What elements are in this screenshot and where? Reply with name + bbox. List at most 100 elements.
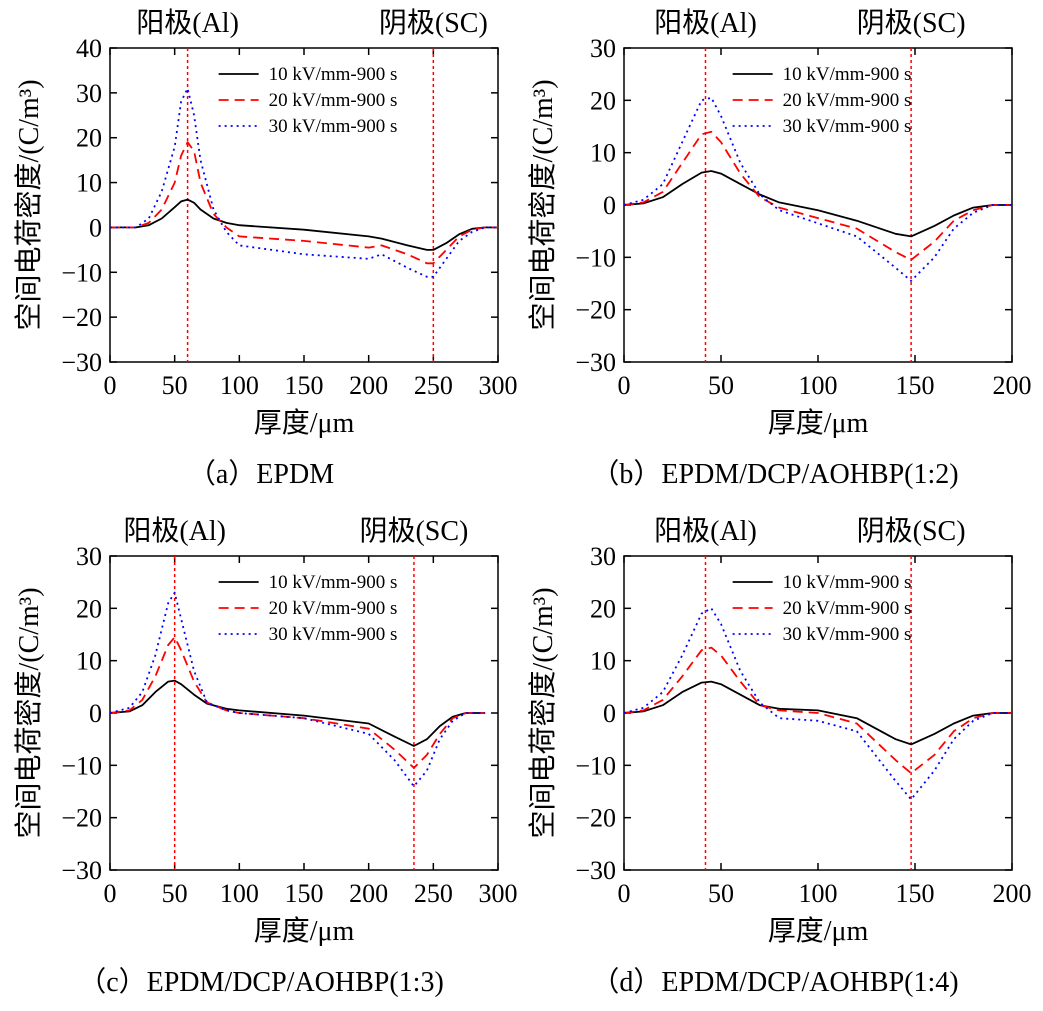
chart-panel-b: −30 −20 −10 0 10 20 30 0 50 100 150 200 阳极(Al) 阴极(SC)… xyxy=(514,0,1036,503)
y-tick-label: 0 xyxy=(89,213,102,242)
cathode-label: 阴极(SC) xyxy=(379,7,488,39)
y-tick-label: −20 xyxy=(575,804,616,833)
cathode-label: 阴极(SC) xyxy=(857,515,966,547)
x-tick-label: 100 xyxy=(220,371,259,400)
x-tick-label: 100 xyxy=(799,371,838,400)
cathode-label: 阴极(SC) xyxy=(857,7,966,39)
x-tick-label: 200 xyxy=(993,879,1032,908)
legend-label-3: 30 kV/mm-900 s xyxy=(783,624,912,645)
chart-d-svg: −30 −20 −10 0 10 20 30 0 50 100 150 200 阳极(Al) 阴极(SC)… xyxy=(527,515,1032,947)
x-tick-label: 0 xyxy=(618,879,631,908)
series-line-1 xyxy=(109,679,486,747)
legend-label-2: 20 kV/mm-900 s xyxy=(783,90,912,111)
y-tick-label: −20 xyxy=(575,296,616,325)
chart-panel-a: −30 −20 −10 0 10 20 30 40 0 50 100 150 200 250 300 阳极(A… xyxy=(0,0,522,503)
y-axis-label: 空间电荷密度/(C/m³) xyxy=(527,587,559,838)
x-tick-label: 200 xyxy=(993,371,1032,400)
y-tick-label: −10 xyxy=(61,751,102,780)
series-line-1 xyxy=(623,170,1012,238)
chart-b-svg: −30 −20 −10 0 10 20 30 0 50 100 150 200 阳极(Al) 阴极(SC)… xyxy=(527,7,1032,439)
legend-label-1: 10 kV/mm-900 s xyxy=(269,64,398,85)
y-tick-label: 20 xyxy=(76,124,102,153)
series-line-1 xyxy=(110,198,498,251)
y-tick-label: 0 xyxy=(89,699,102,728)
y-tick-label: 20 xyxy=(590,594,616,623)
series-line-1 xyxy=(623,680,1012,746)
y-tick-label: −30 xyxy=(61,348,102,377)
y-tick-label: 0 xyxy=(603,699,616,728)
y-tick-label: −10 xyxy=(575,243,616,272)
y-tick-label: −30 xyxy=(575,348,616,377)
x-tick-label: 150 xyxy=(285,879,324,908)
x-tick-label: 150 xyxy=(896,371,935,400)
x-axis-label: 厚度/μm xyxy=(768,407,869,439)
series-line-3 xyxy=(623,96,1012,282)
y-tick-label: 30 xyxy=(76,542,102,571)
anode-label: 阳极(Al) xyxy=(123,515,226,547)
y-tick-label: 10 xyxy=(590,647,616,676)
x-tick-label: 200 xyxy=(349,371,388,400)
y-tick-label: 10 xyxy=(76,647,102,676)
chart-c-caption: （c）EPDM/DCP/AOHBP(1:3) xyxy=(78,967,444,998)
x-tick-label: 50 xyxy=(162,879,188,908)
x-tick-label: 50 xyxy=(708,371,734,400)
x-tick-label: 300 xyxy=(479,879,518,908)
anode-label: 阳极(Al) xyxy=(136,7,239,39)
y-tick-label: 20 xyxy=(590,86,616,115)
x-tick-label: 100 xyxy=(220,879,259,908)
y-tick-label: −10 xyxy=(61,258,102,287)
chart-d-caption: （d）EPDM/DCP/AOHBP(1:4) xyxy=(591,967,959,998)
y-tick-label: −20 xyxy=(61,303,102,332)
legend-label-2: 20 kV/mm-900 s xyxy=(269,90,398,111)
legend-label-2: 20 kV/mm-900 s xyxy=(269,598,398,619)
y-axis-label: 空间电荷密度/(C/m³) xyxy=(13,79,45,330)
series-line-3 xyxy=(109,591,486,788)
y-axis-label: 空间电荷密度/(C/m³) xyxy=(13,587,45,838)
chart-panel-c: −30 −20 −10 0 10 20 30 0 50 100 150 200 250 300 阳极(Al)… xyxy=(0,508,522,1011)
x-tick-label: 50 xyxy=(162,371,188,400)
legend-label-2: 20 kV/mm-900 s xyxy=(783,598,912,619)
anode-label: 阳极(Al) xyxy=(654,515,757,547)
y-tick-label: −20 xyxy=(61,804,102,833)
x-tick-label: 50 xyxy=(708,879,734,908)
x-axis-label: 厚度/μm xyxy=(254,407,355,439)
y-tick-label: 30 xyxy=(590,542,616,571)
x-tick-label: 200 xyxy=(349,879,388,908)
chart-a-svg: −30 −20 −10 0 10 20 30 40 0 50 100 150 200 250 300 阳极(A… xyxy=(13,7,518,439)
legend-label-1: 10 kV/mm-900 s xyxy=(783,64,912,85)
legend-label-1: 10 kV/mm-900 s xyxy=(269,572,398,593)
legend-label-1: 10 kV/mm-900 s xyxy=(783,572,912,593)
y-tick-label: −30 xyxy=(575,856,616,885)
y-tick-label: 40 xyxy=(76,34,102,63)
x-tick-label: 150 xyxy=(896,879,935,908)
series-line-2 xyxy=(623,646,1012,775)
x-tick-label: 250 xyxy=(414,371,453,400)
y-tick-label: −30 xyxy=(61,856,102,885)
chart-panel-d: −30 −20 −10 0 10 20 30 0 50 100 150 200 阳极(Al) 阴极(SC)… xyxy=(514,508,1036,1011)
x-tick-label: 100 xyxy=(799,879,838,908)
x-tick-label: 0 xyxy=(618,371,631,400)
x-axis-label: 厚度/μm xyxy=(768,915,869,947)
y-tick-label: −10 xyxy=(575,751,616,780)
x-tick-label: 300 xyxy=(479,371,518,400)
series-line-3 xyxy=(110,87,498,278)
x-tick-label: 150 xyxy=(285,371,324,400)
y-tick-label: 30 xyxy=(76,79,102,108)
anode-label: 阳极(Al) xyxy=(654,7,757,39)
legend-label-3: 30 kV/mm-900 s xyxy=(269,116,398,137)
legend-label-3: 30 kV/mm-900 s xyxy=(269,624,398,645)
cathode-label: 阴极(SC) xyxy=(359,515,468,547)
y-axis-label: 空间电荷密度/(C/m³) xyxy=(527,79,559,330)
series-line-2 xyxy=(109,636,486,769)
series-line-2 xyxy=(623,130,1012,261)
chart-b-caption: （b）EPDM/DCP/AOHBP(1:2) xyxy=(591,459,959,490)
y-tick-label: 10 xyxy=(590,139,616,168)
legend-label-3: 30 kV/mm-900 s xyxy=(783,116,912,137)
x-tick-label: 250 xyxy=(414,879,453,908)
x-axis-label: 厚度/μm xyxy=(254,915,355,947)
y-tick-label: 30 xyxy=(590,34,616,63)
x-tick-label: 0 xyxy=(104,879,117,908)
series-line-2 xyxy=(110,141,498,265)
y-tick-label: 20 xyxy=(76,594,102,623)
